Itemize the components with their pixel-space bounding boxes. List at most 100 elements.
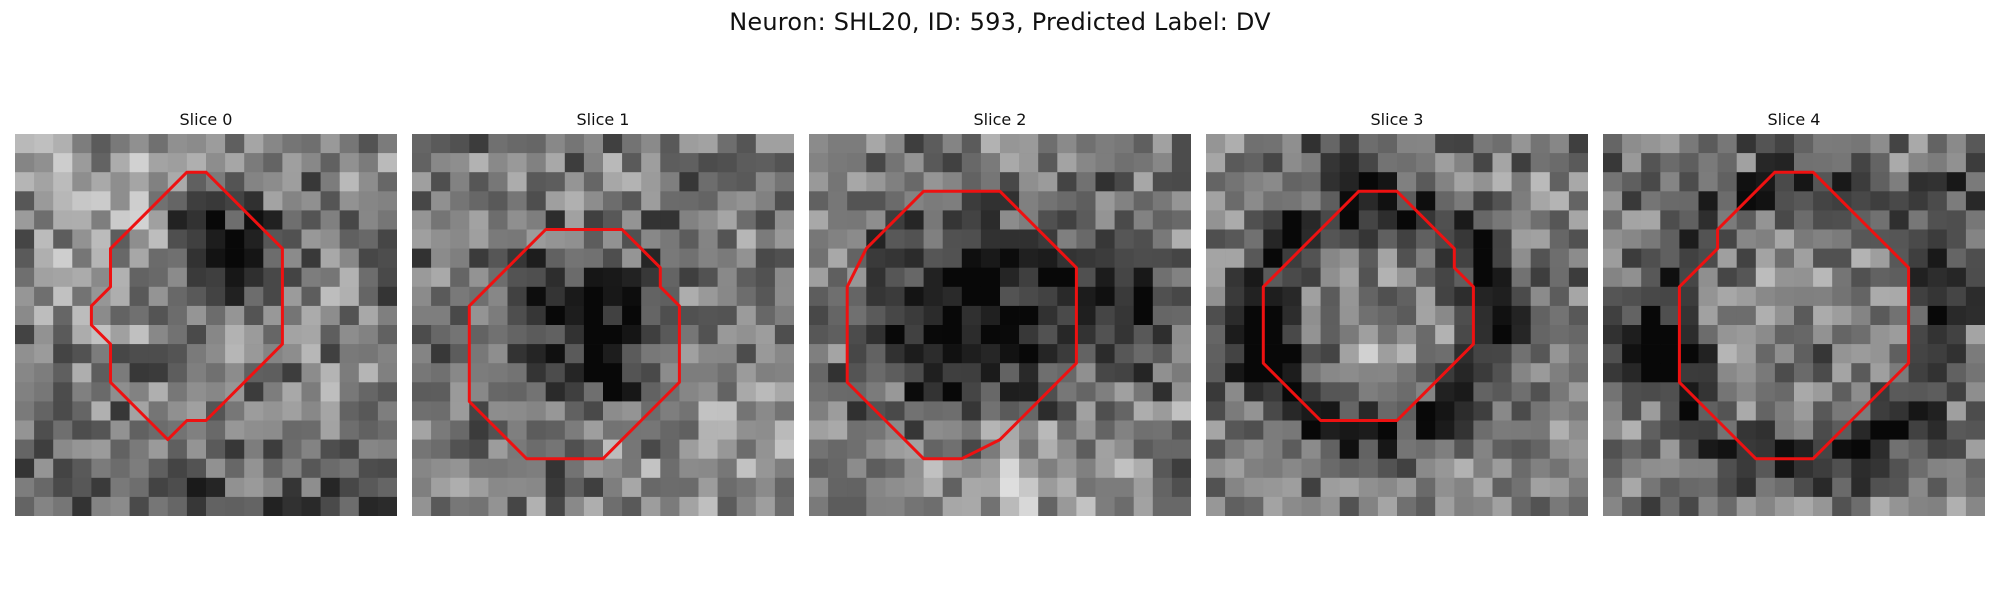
- slice-pixel: [206, 134, 226, 154]
- slice-pixel: [564, 458, 585, 479]
- slice-pixel: [1908, 382, 1928, 402]
- slice-pixel: [1698, 496, 1718, 516]
- slice-pixel: [1377, 325, 1398, 345]
- slice-pixel: [1301, 420, 1321, 440]
- slice-pixel: [526, 458, 546, 479]
- slice-pixel: [1549, 248, 1570, 268]
- slice-pixel: [129, 267, 149, 288]
- slice-pixel: [1377, 382, 1398, 402]
- slice-pixel: [1927, 229, 1948, 249]
- slice-pixel: [339, 344, 360, 364]
- slice-pixel: [1946, 496, 1967, 516]
- slice-pixel: [1736, 210, 1757, 230]
- slice-pixel: [1435, 134, 1455, 154]
- slice-pixel: [1225, 229, 1245, 249]
- slice-pixel: [1774, 210, 1795, 230]
- slice-pixel: [1152, 305, 1173, 326]
- slice-pixel: [1511, 496, 1531, 516]
- slice-pixel: [1549, 344, 1570, 364]
- slice-pixel: [263, 420, 283, 440]
- slice-pixel: [885, 325, 905, 345]
- slice-pixel: [282, 286, 302, 307]
- slice-pixel: [301, 153, 321, 173]
- slice-pixel: [1206, 382, 1226, 402]
- slice-pixel: [1339, 439, 1360, 459]
- slice-pixel: [828, 191, 848, 211]
- slice-pixel: [1698, 210, 1718, 230]
- slice-pixel: [564, 229, 585, 249]
- slice-pixel: [1813, 363, 1833, 383]
- slice-pixel: [885, 191, 905, 211]
- slice-pixel: [755, 344, 776, 364]
- slice-pixel: [91, 267, 111, 288]
- slice-pixel: [1358, 134, 1379, 154]
- slice-pixel: [1603, 134, 1623, 154]
- slice-pixel: [1889, 134, 1909, 154]
- slice-pixel: [1114, 325, 1134, 345]
- slice-pixel: [847, 458, 867, 479]
- slice-pixel: [866, 382, 886, 402]
- slice-pixel: [545, 382, 566, 402]
- slice-pixel: [358, 496, 379, 516]
- slice-pixel: [923, 286, 943, 307]
- slice-pixel: [1000, 172, 1020, 192]
- slice-pixel: [1549, 153, 1570, 173]
- slice-pixel: [1813, 458, 1833, 479]
- slice-pixel: [129, 458, 149, 479]
- slice-pixel: [1492, 172, 1512, 192]
- slice-pixel: [377, 286, 397, 307]
- slice-pixel: [1225, 191, 1245, 211]
- slice-pixel: [1152, 267, 1173, 288]
- slice-pixel: [1076, 267, 1096, 288]
- slice-pixel: [1244, 229, 1264, 249]
- slice-pixel: [110, 401, 130, 421]
- slice-pixel: [91, 172, 111, 192]
- slice-pixel: [1339, 286, 1360, 307]
- slice-pixel: [1794, 477, 1814, 498]
- slice-pixel: [1774, 496, 1795, 516]
- slice-pixel: [564, 496, 585, 516]
- slice-pixel: [1133, 134, 1154, 154]
- slice-pixel: [1832, 344, 1852, 364]
- slice-pixel: [1965, 363, 1985, 383]
- slice-pixel: [1454, 382, 1474, 402]
- slice-pixel: [1660, 286, 1680, 307]
- slice-pixel: [1057, 286, 1077, 307]
- slice-pixel: [1908, 172, 1928, 192]
- slice-pixel: [809, 305, 829, 326]
- slice-pixel: [301, 229, 321, 249]
- slice-pixel: [1263, 172, 1283, 192]
- slice-pixel: [53, 344, 73, 364]
- slice-pixel: [34, 496, 54, 516]
- slice-pixel: [412, 382, 432, 402]
- slice-pixel: [1133, 344, 1154, 364]
- slice-pixel: [1530, 363, 1551, 383]
- slice-pixel: [736, 477, 757, 498]
- slice-pixel: [167, 134, 188, 154]
- slice-pixel: [1114, 134, 1134, 154]
- slice-pixel: [1000, 458, 1020, 479]
- slice-pixel: [679, 420, 699, 440]
- slice-pixel: [53, 134, 73, 154]
- slice-pixel: [1927, 210, 1948, 230]
- slice-pixel: [698, 363, 718, 383]
- slice-pixel: [679, 363, 699, 383]
- slice-pixel: [1851, 153, 1871, 173]
- slice-pixel: [866, 305, 886, 326]
- slice-pixel: [809, 229, 829, 249]
- slice-pixel: [129, 496, 149, 516]
- slice-pixel: [1000, 286, 1020, 307]
- slice-pixel: [488, 172, 508, 192]
- slice-pixel: [1717, 229, 1737, 249]
- slice-pixel: [698, 172, 718, 192]
- slice-pixel: [1492, 325, 1512, 345]
- slice-pixel: [1435, 477, 1455, 498]
- slice-pixel: [809, 286, 829, 307]
- slice-pixel: [431, 382, 451, 402]
- slice-pixel: [1755, 286, 1776, 307]
- slice-pixel: [339, 420, 360, 440]
- slice-pixel: [1000, 382, 1020, 402]
- slice-pixel: [774, 458, 794, 479]
- slice-pixel: [1736, 134, 1757, 154]
- slice-pixel: [1774, 363, 1795, 383]
